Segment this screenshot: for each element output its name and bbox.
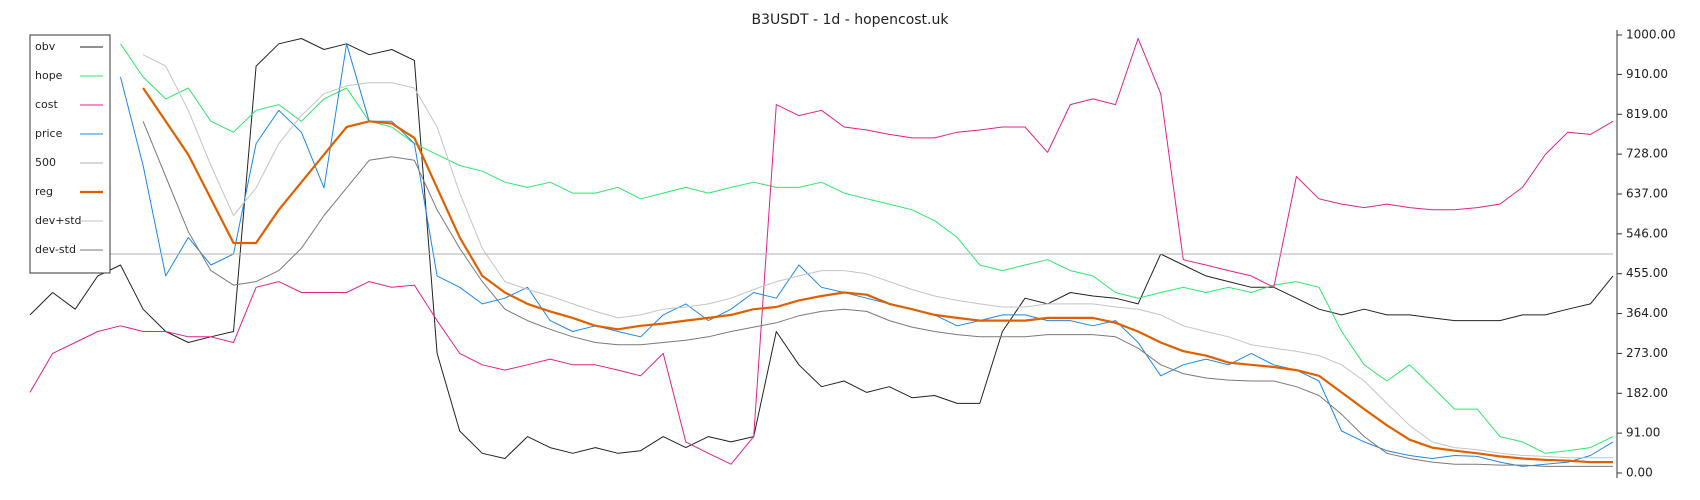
legend-label: price: [35, 127, 63, 140]
y-tick-label: 637.00: [1626, 186, 1668, 200]
legend-label: hope: [35, 69, 63, 82]
y-tick-label: 273.00: [1626, 346, 1668, 360]
legend-label: cost: [35, 98, 59, 111]
legend-label: dev+std: [35, 214, 82, 227]
y-tick-label: 546.00: [1626, 226, 1668, 240]
series-line: [142, 87, 1613, 464]
y-tick-label: 364.00: [1626, 306, 1668, 320]
y-tick-label: 1000.00: [1626, 28, 1676, 42]
chart-title: B3USDT - 1d - hopencost.uk: [752, 12, 950, 28]
y-tick-label: 728.00: [1626, 147, 1668, 161]
series-line: [29, 38, 1614, 465]
y-tick-label: 91.00: [1626, 426, 1660, 440]
legend: obv hope cost price 500 reg dev+std dev-std: [29, 34, 111, 274]
y-tick-label: 819.00: [1626, 107, 1668, 121]
legend-label: obv: [35, 40, 56, 53]
series-line: [120, 43, 1614, 467]
legend-label: reg: [35, 185, 53, 198]
y-tick-label: 455.00: [1626, 266, 1668, 280]
series-line: [142, 54, 1613, 459]
y-tick-label: 0.00: [1626, 466, 1653, 480]
legend-label: 500: [35, 156, 56, 169]
y-tick-label: 182.00: [1626, 386, 1668, 400]
y-tick-label: 910.00: [1626, 67, 1668, 81]
series-line: [142, 121, 1613, 467]
legend-box: [29, 34, 111, 274]
series-line: [29, 38, 1614, 459]
legend-label: dev-std: [35, 243, 76, 256]
